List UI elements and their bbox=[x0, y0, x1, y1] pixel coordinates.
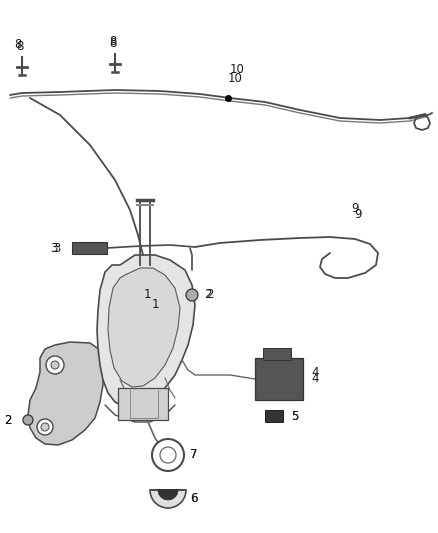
Text: 3: 3 bbox=[53, 241, 61, 254]
Text: 10: 10 bbox=[228, 72, 243, 85]
Text: 2: 2 bbox=[204, 288, 212, 302]
Text: 9: 9 bbox=[351, 202, 359, 215]
Text: 1: 1 bbox=[151, 298, 159, 311]
Text: 8: 8 bbox=[16, 40, 24, 53]
Text: 9: 9 bbox=[354, 208, 362, 221]
Text: 7: 7 bbox=[190, 448, 198, 462]
Text: 10: 10 bbox=[230, 63, 245, 76]
Text: 1: 1 bbox=[143, 288, 151, 301]
Polygon shape bbox=[158, 490, 178, 500]
Circle shape bbox=[23, 415, 33, 425]
Circle shape bbox=[41, 423, 49, 431]
Text: 3: 3 bbox=[50, 241, 58, 254]
Bar bbox=[263, 348, 291, 360]
Text: 2: 2 bbox=[4, 414, 12, 426]
Text: 8: 8 bbox=[110, 35, 117, 48]
Text: 2: 2 bbox=[206, 288, 213, 302]
Polygon shape bbox=[97, 255, 195, 408]
Circle shape bbox=[160, 447, 176, 463]
Text: 5: 5 bbox=[291, 409, 298, 423]
Text: 4: 4 bbox=[311, 367, 318, 379]
Bar bbox=[255, 358, 303, 400]
Circle shape bbox=[46, 356, 64, 374]
Polygon shape bbox=[28, 342, 103, 445]
Text: 8: 8 bbox=[14, 38, 22, 51]
Text: 7: 7 bbox=[190, 448, 198, 462]
Bar bbox=[265, 410, 283, 422]
Polygon shape bbox=[150, 490, 186, 508]
Bar bbox=[118, 388, 168, 420]
Text: 2: 2 bbox=[4, 414, 12, 426]
Text: 6: 6 bbox=[190, 491, 198, 505]
Bar bbox=[72, 242, 107, 254]
Circle shape bbox=[186, 289, 198, 301]
Circle shape bbox=[51, 361, 59, 369]
Circle shape bbox=[152, 439, 184, 471]
Text: 8: 8 bbox=[110, 37, 117, 50]
Text: 4: 4 bbox=[311, 372, 318, 384]
Polygon shape bbox=[108, 268, 180, 387]
Text: 5: 5 bbox=[291, 409, 298, 423]
Circle shape bbox=[37, 419, 53, 435]
Text: 6: 6 bbox=[190, 491, 198, 505]
